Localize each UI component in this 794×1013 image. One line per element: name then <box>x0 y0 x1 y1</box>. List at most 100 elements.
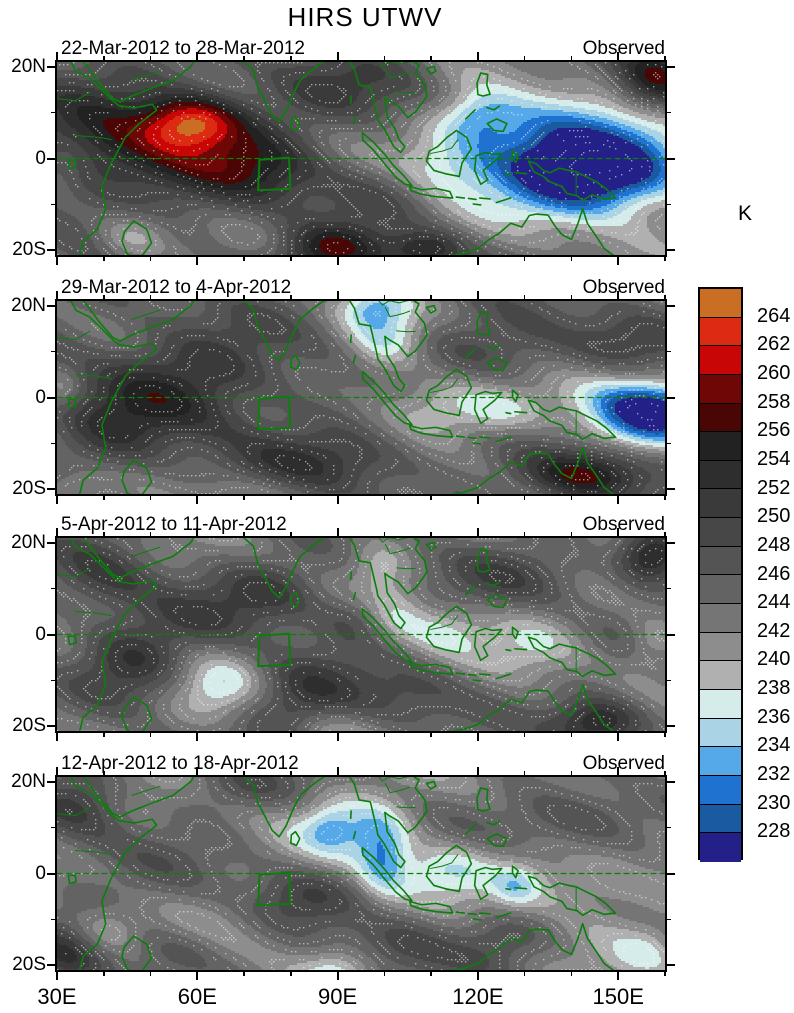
x-axis-label: 120E <box>452 984 504 1009</box>
x-tick-top <box>243 295 245 299</box>
colorbar-cell <box>700 661 741 690</box>
colorbar-tick-label: 254 <box>757 447 791 470</box>
x-tick-bottom <box>523 257 526 261</box>
x-tick-top <box>570 56 573 60</box>
x-tick-bottom <box>523 496 526 500</box>
colorbar-cell <box>700 346 741 375</box>
colorbar-tick-label: 246 <box>757 562 791 585</box>
x-tick-top <box>476 52 479 60</box>
x-tick-bottom <box>290 257 292 261</box>
x-tick-top <box>664 295 666 299</box>
x-tick-bottom <box>103 257 105 261</box>
colorbar-cell <box>700 632 741 662</box>
y-tick-right <box>667 964 675 967</box>
colorbar-cell <box>700 432 741 461</box>
y-tick-left <box>47 488 55 491</box>
y-tick-right <box>667 157 675 160</box>
x-tick-bottom <box>430 496 432 500</box>
y-tick-left <box>51 111 55 114</box>
x-tick-top <box>290 532 292 536</box>
x-tick-bottom <box>430 257 432 261</box>
x-tick-bottom <box>103 496 105 500</box>
y-tick-left <box>47 872 55 875</box>
x-tick-top <box>103 56 105 60</box>
x-tick-bottom <box>149 733 152 737</box>
panel-date-label: 5-Apr-2012 to 11-Apr-2012 <box>61 514 287 535</box>
colorbar-tick-label: 242 <box>757 619 791 642</box>
x-tick-bottom <box>243 733 245 737</box>
map-canvas-2 <box>55 299 667 496</box>
y-axis-label: 0 <box>35 386 46 408</box>
x-tick-top <box>103 771 105 775</box>
x-tick-top <box>56 767 58 775</box>
colorbar-swatch-column <box>698 287 743 862</box>
y-axis-label: 0 <box>35 147 46 169</box>
colorbar-cell <box>700 775 741 805</box>
panel-3-header: 5-Apr-2012 to 11-Apr-2012 Observed <box>57 512 665 536</box>
x-tick-top <box>523 532 526 536</box>
colorbar-tick-label: 248 <box>757 533 791 556</box>
panel-2-header: 29-Mar-2012 to 4-Apr-2012 Observed <box>57 275 665 299</box>
x-tick-bottom <box>336 496 339 504</box>
colorbar-tick-label: 234 <box>757 734 791 757</box>
y-tick-left <box>47 396 55 399</box>
y-axis-label: 20N <box>11 531 46 553</box>
x-tick-top <box>430 56 432 60</box>
x-tick-bottom <box>664 496 666 500</box>
x-tick-top <box>617 291 620 299</box>
x-tick-top <box>290 56 292 60</box>
y-tick-left <box>51 826 55 829</box>
x-tick-bottom <box>476 496 479 504</box>
x-tick-top <box>243 56 245 60</box>
y-axis-label: 20N <box>11 770 46 792</box>
x-tick-top <box>523 56 526 60</box>
x-tick-top <box>149 771 152 775</box>
x-tick-bottom <box>56 257 58 265</box>
y-tick-right <box>667 249 675 252</box>
colorbar-cell <box>700 689 741 719</box>
y-tick-right <box>667 725 675 728</box>
y-tick-left <box>47 725 55 728</box>
x-tick-top <box>243 771 245 775</box>
y-tick-right <box>667 65 675 68</box>
x-tick-top <box>570 771 573 775</box>
y-axis-label: 20N <box>11 55 46 77</box>
x-tick-bottom <box>383 496 386 500</box>
x-tick-top <box>196 52 199 60</box>
x-tick-bottom <box>570 733 573 737</box>
x-tick-top <box>290 771 292 775</box>
x-tick-bottom <box>56 496 58 504</box>
x-tick-top <box>617 767 620 775</box>
x-tick-bottom <box>149 257 152 261</box>
x-tick-top <box>196 528 199 536</box>
colorbar-tick-label: 264 <box>757 304 791 327</box>
colorbar-tick-label: 252 <box>757 476 791 499</box>
x-tick-bottom <box>476 733 479 741</box>
colorbar-tick-label: 228 <box>757 820 791 843</box>
x-tick-top <box>56 291 58 299</box>
y-axis-label: 20S <box>12 478 46 500</box>
y-axis-label: 20S <box>12 715 46 737</box>
colorbar-tick-label: 240 <box>757 648 791 671</box>
x-tick-bottom <box>664 257 666 261</box>
x-tick-top <box>103 532 105 536</box>
colorbar-cell <box>700 403 741 433</box>
y-tick-left <box>47 541 55 544</box>
colorbar-cell <box>700 718 741 748</box>
x-tick-top <box>430 771 432 775</box>
colorbar-tick-label: 230 <box>757 791 791 814</box>
x-tick-bottom <box>56 733 58 741</box>
y-tick-right <box>667 442 671 445</box>
y-axis-label: 20S <box>12 954 46 976</box>
x-tick-top <box>383 532 386 536</box>
colorbar-cell <box>700 289 741 318</box>
x-tick-top <box>56 52 58 60</box>
y-tick-left <box>47 964 55 967</box>
colorbar-cell <box>700 317 741 347</box>
x-tick-bottom <box>430 733 432 737</box>
y-tick-right <box>667 872 675 875</box>
y-axis-label: 0 <box>35 623 46 645</box>
y-tick-right <box>667 587 671 590</box>
y-tick-right <box>667 396 675 399</box>
x-tick-bottom <box>149 972 152 976</box>
